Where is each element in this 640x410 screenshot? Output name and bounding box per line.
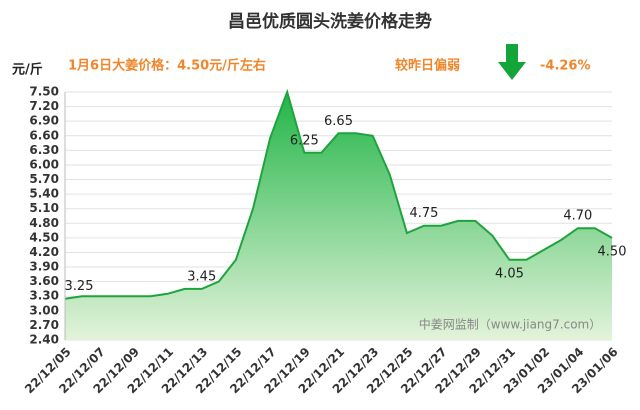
y-tick-label: 4.20: [29, 245, 59, 259]
line: [64, 88, 613, 300]
chart-title: 昌邑优质圆头洗姜价格走势: [228, 11, 432, 32]
y-tick-label: 2.70: [29, 318, 59, 332]
data-label: 4.70: [563, 209, 592, 224]
y-tick-label: 6.00: [29, 157, 59, 171]
y-tick-label: 5.10: [29, 201, 59, 215]
y-tick-label: 5.40: [29, 187, 59, 201]
y-tick-label: 5.70: [29, 172, 59, 186]
annotation: -4.26%: [540, 59, 591, 74]
data-label: 6.25: [290, 133, 319, 148]
data-label: 3.45: [187, 269, 216, 284]
y-tick-label: 2.40: [29, 333, 59, 347]
y-tick-label: 3.00: [29, 303, 59, 317]
y-tick-label: 4.50: [29, 230, 59, 244]
y-tick-label: 7.20: [29, 99, 59, 113]
area: [65, 92, 612, 340]
data-label: 4.75: [409, 206, 438, 221]
data-label: 3.25: [65, 279, 94, 294]
data-label: 4.50: [598, 244, 627, 259]
annotation: 1月6日大姜价格：4.50元/斤左右: [68, 58, 266, 74]
annotation: 较昨日偏弱: [395, 58, 460, 74]
y-tick-label: 3.30: [29, 289, 59, 303]
data-label: 4.05: [495, 266, 524, 281]
watermark: 中姜网监制（www.jiang7.com）: [419, 317, 601, 332]
y-tick-label: 6.90: [29, 114, 59, 128]
y-tick-label: 6.30: [29, 143, 59, 157]
y-tick-label: 3.60: [29, 274, 59, 288]
y-tick-label: 3.90: [29, 260, 59, 274]
y-tick-label: 7.50: [29, 85, 59, 99]
data-label: 6.65: [324, 114, 353, 129]
down-arrow: [498, 44, 526, 80]
y-axis-label: 元/斤: [12, 62, 43, 78]
y-tick-label: 6.60: [29, 128, 59, 142]
y-tick-label: 4.80: [29, 216, 59, 230]
